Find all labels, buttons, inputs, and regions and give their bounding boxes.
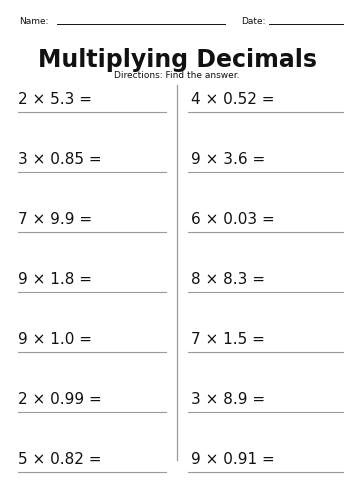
Text: 3 × 8.9 =: 3 × 8.9 = (191, 392, 265, 407)
Text: 8 × 8.3 =: 8 × 8.3 = (191, 272, 265, 287)
Text: 9 × 1.0 =: 9 × 1.0 = (18, 332, 92, 347)
Text: 9 × 3.6 =: 9 × 3.6 = (191, 152, 266, 168)
Text: 2 × 5.3 =: 2 × 5.3 = (18, 92, 92, 108)
Text: 5 × 0.82 =: 5 × 0.82 = (18, 452, 101, 468)
Text: 3 × 0.85 =: 3 × 0.85 = (18, 152, 101, 168)
Text: 9 × 0.91 =: 9 × 0.91 = (191, 452, 275, 468)
Text: Multiplying Decimals: Multiplying Decimals (38, 48, 316, 72)
Text: 7 × 1.5 =: 7 × 1.5 = (191, 332, 265, 347)
Text: 2 × 0.99 =: 2 × 0.99 = (18, 392, 102, 407)
Text: 4 × 0.52 =: 4 × 0.52 = (191, 92, 275, 108)
Text: 6 × 0.03 =: 6 × 0.03 = (191, 212, 275, 228)
Text: Date:: Date: (241, 18, 265, 26)
Text: 9 × 1.8 =: 9 × 1.8 = (18, 272, 92, 287)
Text: Name:: Name: (19, 18, 49, 26)
Text: 7 × 9.9 =: 7 × 9.9 = (18, 212, 92, 228)
Text: Directions: Find the answer.: Directions: Find the answer. (114, 71, 240, 80)
